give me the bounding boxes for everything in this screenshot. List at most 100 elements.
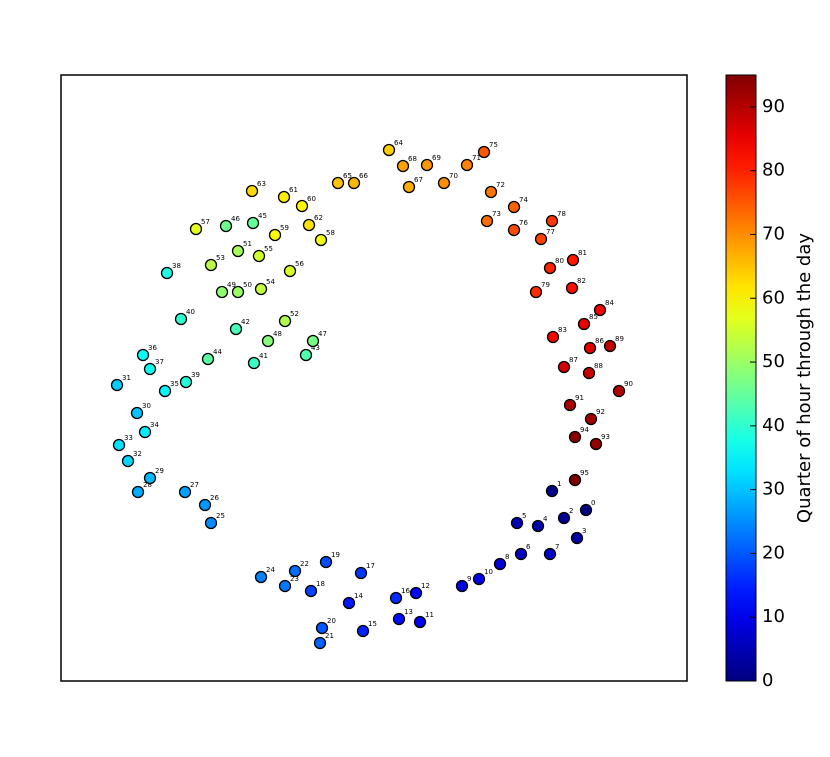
point	[138, 425, 152, 439]
point	[582, 366, 596, 380]
point	[143, 471, 157, 485]
point-label: 59	[280, 224, 289, 232]
point-label: 79	[541, 281, 550, 289]
point	[583, 341, 597, 355]
point	[219, 219, 233, 233]
point	[143, 362, 157, 376]
point-label: 72	[496, 181, 505, 189]
colorbar-tick-label: 70	[762, 223, 785, 244]
point	[342, 596, 356, 610]
point-label: 92	[596, 408, 605, 416]
point-label: 37	[155, 358, 164, 366]
point-label: 86	[595, 337, 604, 345]
point-label: 36	[148, 344, 157, 352]
point-label: 20	[327, 617, 336, 625]
point	[204, 258, 218, 272]
point-label: 77	[546, 228, 555, 236]
point-label: 88	[594, 362, 603, 370]
point-label: 75	[489, 141, 498, 149]
point-label: 49	[227, 281, 236, 289]
point	[178, 485, 192, 499]
point-label: 83	[558, 326, 567, 334]
point	[563, 398, 577, 412]
point-label: 14	[354, 592, 363, 600]
colorbar	[725, 74, 757, 682]
point-label: 56	[295, 260, 304, 268]
point	[130, 406, 144, 420]
point-label: 17	[366, 562, 375, 570]
point	[543, 547, 557, 561]
point	[389, 591, 403, 605]
point	[546, 330, 560, 344]
point	[480, 214, 494, 228]
point-label: 0	[591, 499, 595, 507]
point-label: 81	[578, 249, 587, 257]
point	[584, 412, 598, 426]
point	[198, 498, 212, 512]
point	[112, 438, 126, 452]
point	[484, 185, 498, 199]
point	[579, 503, 593, 517]
point	[577, 317, 591, 331]
point	[477, 145, 491, 159]
point	[268, 228, 282, 242]
point	[136, 348, 150, 362]
point-label: 1	[557, 480, 561, 488]
plot-frame	[60, 74, 688, 682]
point-label: 91	[575, 394, 584, 402]
point-label: 10	[484, 568, 493, 576]
point	[229, 322, 243, 336]
point-label: 85	[589, 313, 598, 321]
point-label: 69	[432, 154, 441, 162]
point	[201, 352, 215, 366]
colorbar-label: Quarter of hour through the day	[794, 233, 815, 523]
point-label: 8	[505, 553, 509, 561]
point	[302, 218, 316, 232]
point	[531, 519, 545, 533]
point	[589, 437, 603, 451]
point-label: 2	[569, 507, 573, 515]
point-label: 66	[359, 172, 368, 180]
point	[331, 176, 345, 190]
colorbar-tick-label: 40	[762, 415, 785, 436]
point	[568, 430, 582, 444]
point-label: 80	[555, 257, 564, 265]
point	[514, 547, 528, 561]
point-label: 90	[624, 380, 633, 388]
point-label: 33	[124, 434, 133, 442]
point	[460, 158, 474, 172]
point	[277, 190, 291, 204]
point	[455, 579, 469, 593]
point-label: 15	[368, 620, 377, 628]
point-label: 60	[307, 195, 316, 203]
colorbar-tick-label: 90	[762, 96, 785, 117]
point-label: 94	[580, 426, 589, 434]
point	[402, 180, 416, 194]
point-label: 29	[155, 467, 164, 475]
point	[246, 216, 260, 230]
point-label: 21	[325, 632, 334, 640]
point-label: 44	[213, 348, 222, 356]
point	[409, 586, 423, 600]
point	[570, 531, 584, 545]
point-label: 31	[122, 374, 131, 382]
point-label: 13	[404, 608, 413, 616]
point	[121, 454, 135, 468]
point	[392, 612, 406, 626]
point-label: 50	[243, 281, 252, 289]
point-label: 25	[216, 512, 225, 520]
point-label: 54	[266, 278, 275, 286]
point-label: 28	[143, 481, 152, 489]
point-label: 78	[557, 210, 566, 218]
point	[283, 264, 297, 278]
point-label: 12	[421, 582, 430, 590]
point	[593, 303, 607, 317]
point	[543, 261, 557, 275]
point	[254, 570, 268, 584]
point	[507, 223, 521, 237]
point	[254, 282, 268, 296]
point	[557, 511, 571, 525]
point-label: 53	[216, 254, 225, 262]
point	[603, 339, 617, 353]
